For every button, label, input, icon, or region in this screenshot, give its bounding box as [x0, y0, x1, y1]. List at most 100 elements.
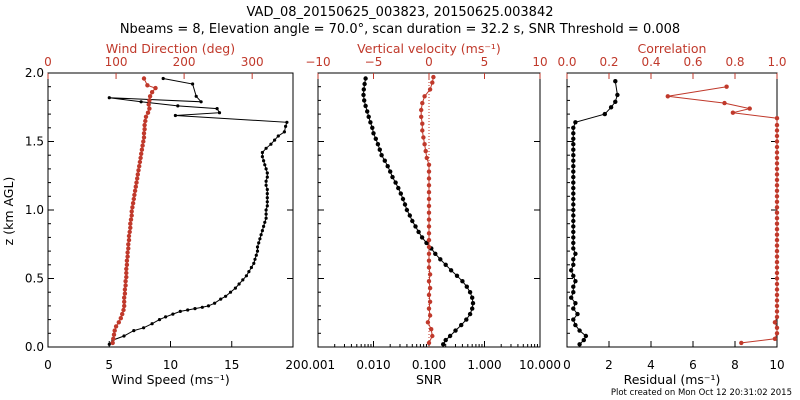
data-point — [141, 139, 146, 144]
data-point — [206, 304, 211, 308]
data-point — [265, 204, 269, 208]
data-point — [194, 94, 198, 98]
data-point — [426, 162, 432, 167]
data-point — [571, 164, 576, 169]
data-point — [134, 180, 139, 185]
data-point — [459, 322, 464, 328]
data-point — [124, 262, 130, 267]
x-tick-label: 20 — [285, 358, 300, 372]
data-point — [430, 333, 435, 339]
data-point — [265, 196, 269, 200]
data-point — [215, 107, 219, 111]
series-line — [667, 86, 778, 344]
data-point — [774, 287, 780, 292]
data-point — [772, 320, 778, 325]
data-point — [260, 150, 264, 155]
data-point — [135, 176, 140, 181]
data-point — [571, 136, 576, 141]
data-point — [427, 299, 433, 304]
data-point — [126, 242, 131, 247]
data-point — [171, 312, 175, 316]
data-point — [129, 213, 134, 218]
data-point — [571, 246, 576, 251]
data-point — [571, 185, 576, 191]
data-point — [228, 290, 233, 294]
data-point — [438, 257, 443, 262]
data-point — [146, 102, 151, 107]
data-point — [571, 158, 576, 163]
data-point — [573, 120, 578, 125]
x-top-tick-label: 0 — [425, 55, 433, 69]
series-line — [362, 78, 474, 345]
data-point — [138, 155, 143, 161]
series-bottom — [361, 76, 476, 347]
data-point — [571, 196, 576, 202]
data-point — [257, 241, 261, 245]
data-point — [199, 100, 203, 104]
data-point — [398, 191, 403, 196]
data-point — [142, 127, 147, 132]
data-point — [404, 207, 410, 213]
data-point — [774, 276, 780, 281]
data-point — [370, 125, 375, 130]
data-point — [191, 82, 195, 86]
data-point — [361, 92, 366, 98]
data-point — [571, 224, 576, 229]
data-point — [141, 131, 147, 136]
data-point — [427, 87, 433, 92]
data-point — [368, 120, 373, 125]
data-point — [433, 251, 438, 256]
data-point — [139, 147, 145, 152]
data-point — [217, 111, 222, 115]
data-point — [130, 205, 135, 210]
data-point — [161, 76, 165, 81]
data-point — [774, 254, 780, 259]
data-point — [774, 183, 780, 188]
data-point — [426, 265, 432, 270]
x-top-tick-label: 0.2 — [599, 55, 618, 69]
data-point — [422, 142, 427, 147]
data-point — [164, 315, 168, 319]
data-point — [774, 303, 780, 309]
data-point — [362, 98, 367, 103]
data-point — [130, 201, 136, 206]
y-tick-label: 2.0 — [25, 66, 44, 80]
data-point — [276, 134, 280, 138]
data-point — [573, 322, 578, 328]
data-point — [571, 147, 576, 152]
data-point — [122, 295, 127, 300]
data-point — [132, 329, 136, 333]
data-point — [362, 81, 367, 87]
data-point — [178, 309, 182, 313]
data-point — [774, 331, 780, 336]
data-point — [427, 313, 433, 318]
x-tick-label: 15 — [224, 358, 239, 372]
data-point — [143, 118, 148, 124]
data-point — [244, 274, 248, 278]
data-point — [424, 155, 429, 161]
data-point — [774, 172, 780, 177]
data-point — [121, 307, 126, 313]
data-point — [464, 317, 469, 322]
data-point — [426, 183, 432, 188]
plot-frame — [47, 72, 294, 348]
data-point — [774, 232, 780, 237]
plot-created-footnote: Plot created on Mon Oct 12 20:31:02 2015 — [611, 388, 792, 398]
data-point — [774, 248, 780, 254]
data-point — [416, 229, 421, 235]
data-point — [774, 314, 780, 320]
data-point — [470, 306, 475, 311]
data-point — [123, 279, 128, 284]
data-point — [419, 114, 424, 120]
data-point — [265, 187, 269, 192]
data-point — [774, 188, 780, 193]
data-point — [577, 328, 582, 333]
data-point — [569, 268, 574, 273]
data-point — [176, 104, 180, 108]
data-point — [193, 307, 197, 311]
x-top-tick-label: 0.0 — [557, 55, 576, 69]
data-point — [427, 285, 433, 291]
data-point — [571, 317, 576, 322]
data-point — [774, 309, 780, 314]
